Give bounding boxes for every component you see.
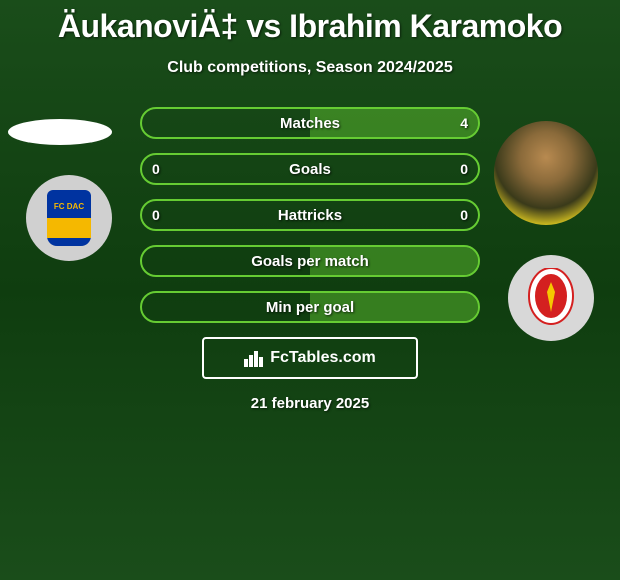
player-right-photo-fill: [494, 121, 598, 225]
footer-date: 21 february 2025: [0, 395, 620, 412]
stat-value-right: 0: [460, 161, 468, 177]
club-right-badge: [508, 255, 594, 341]
stat-value-right: 4: [460, 115, 468, 131]
stat-label: Hattricks: [142, 207, 478, 224]
stat-row: Matches4: [140, 107, 480, 139]
brand-text: FcTables.com: [270, 349, 376, 367]
player-right-photo: [494, 121, 598, 225]
brand-badge: FcTables.com: [202, 337, 418, 379]
club-left-badge-stripe: [47, 218, 91, 238]
club-right-shield: [527, 268, 575, 328]
brand-logo-icon: [244, 349, 264, 367]
subtitle: Club competitions, Season 2024/2025: [0, 59, 620, 77]
stat-value-right: 0: [460, 207, 468, 223]
stat-label: Min per goal: [142, 299, 478, 316]
stat-label: Goals per match: [142, 253, 478, 270]
club-left-shield: FC DAC: [47, 190, 91, 246]
club-left-badge: FC DAC: [26, 175, 112, 261]
stat-row: Min per goal: [140, 291, 480, 323]
stat-rows: Matches40Goals00Hattricks0Goals per matc…: [140, 107, 480, 323]
player-left-photo: [8, 119, 112, 145]
stat-label: Matches: [142, 115, 478, 132]
page-title: ÄukanoviÄ‡ vs Ibrahim Karamoko: [0, 0, 620, 45]
comparison-content: FC DAC Matches40Goals00Hattricks0Goals p…: [0, 107, 620, 412]
stat-row: 0Hattricks0: [140, 199, 480, 231]
club-left-badge-text: FC DAC: [47, 202, 91, 211]
stat-label: Goals: [142, 161, 478, 178]
stat-row: 0Goals0: [140, 153, 480, 185]
stat-row: Goals per match: [140, 245, 480, 277]
